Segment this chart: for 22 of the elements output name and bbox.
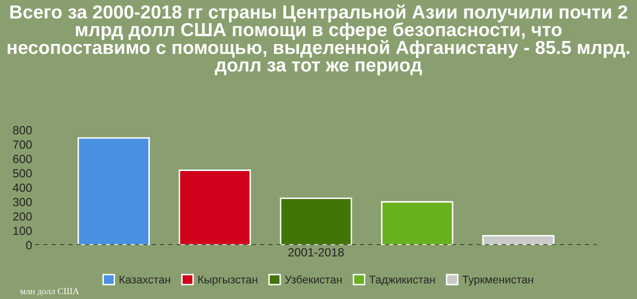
legend-label: Узбекистан [284, 275, 342, 284]
legend-label: Казахстан [120, 276, 170, 284]
legend-label: Таджикистан [369, 276, 435, 286]
x-tick-label: 2001-2018 [288, 248, 344, 256]
y-tick-label: 300 [12, 198, 32, 206]
bar [381, 201, 454, 245]
legend-label: Кыргызстан [198, 276, 258, 286]
y-tick-label: 0 [26, 241, 32, 250]
bar [78, 137, 150, 245]
chart-title: Всего за 2000-2018 гг страны Центральной Азии получили почти 2 млрд долл США помощи в сфере безопасности, что несопоставимо с помощью, выделенной Афганистану - 85.5 млрд. долл за тот же период [8, 4, 630, 76]
y-tick-label: 500 [13, 169, 32, 178]
y-tick-label: 100 [13, 226, 32, 236]
text: млн долл США [20, 288, 80, 296]
y-tick-label: 800 [13, 126, 32, 134]
bar [482, 234, 554, 245]
legend-label: Туркменистан [462, 276, 534, 286]
y-tick-label: 600 [13, 154, 32, 164]
bar [280, 198, 352, 245]
y-tick-label: 400 [12, 184, 32, 192]
y-tick-label: 200 [13, 212, 32, 221]
y-tick-label: 700 [13, 140, 32, 149]
bar [178, 170, 251, 245]
